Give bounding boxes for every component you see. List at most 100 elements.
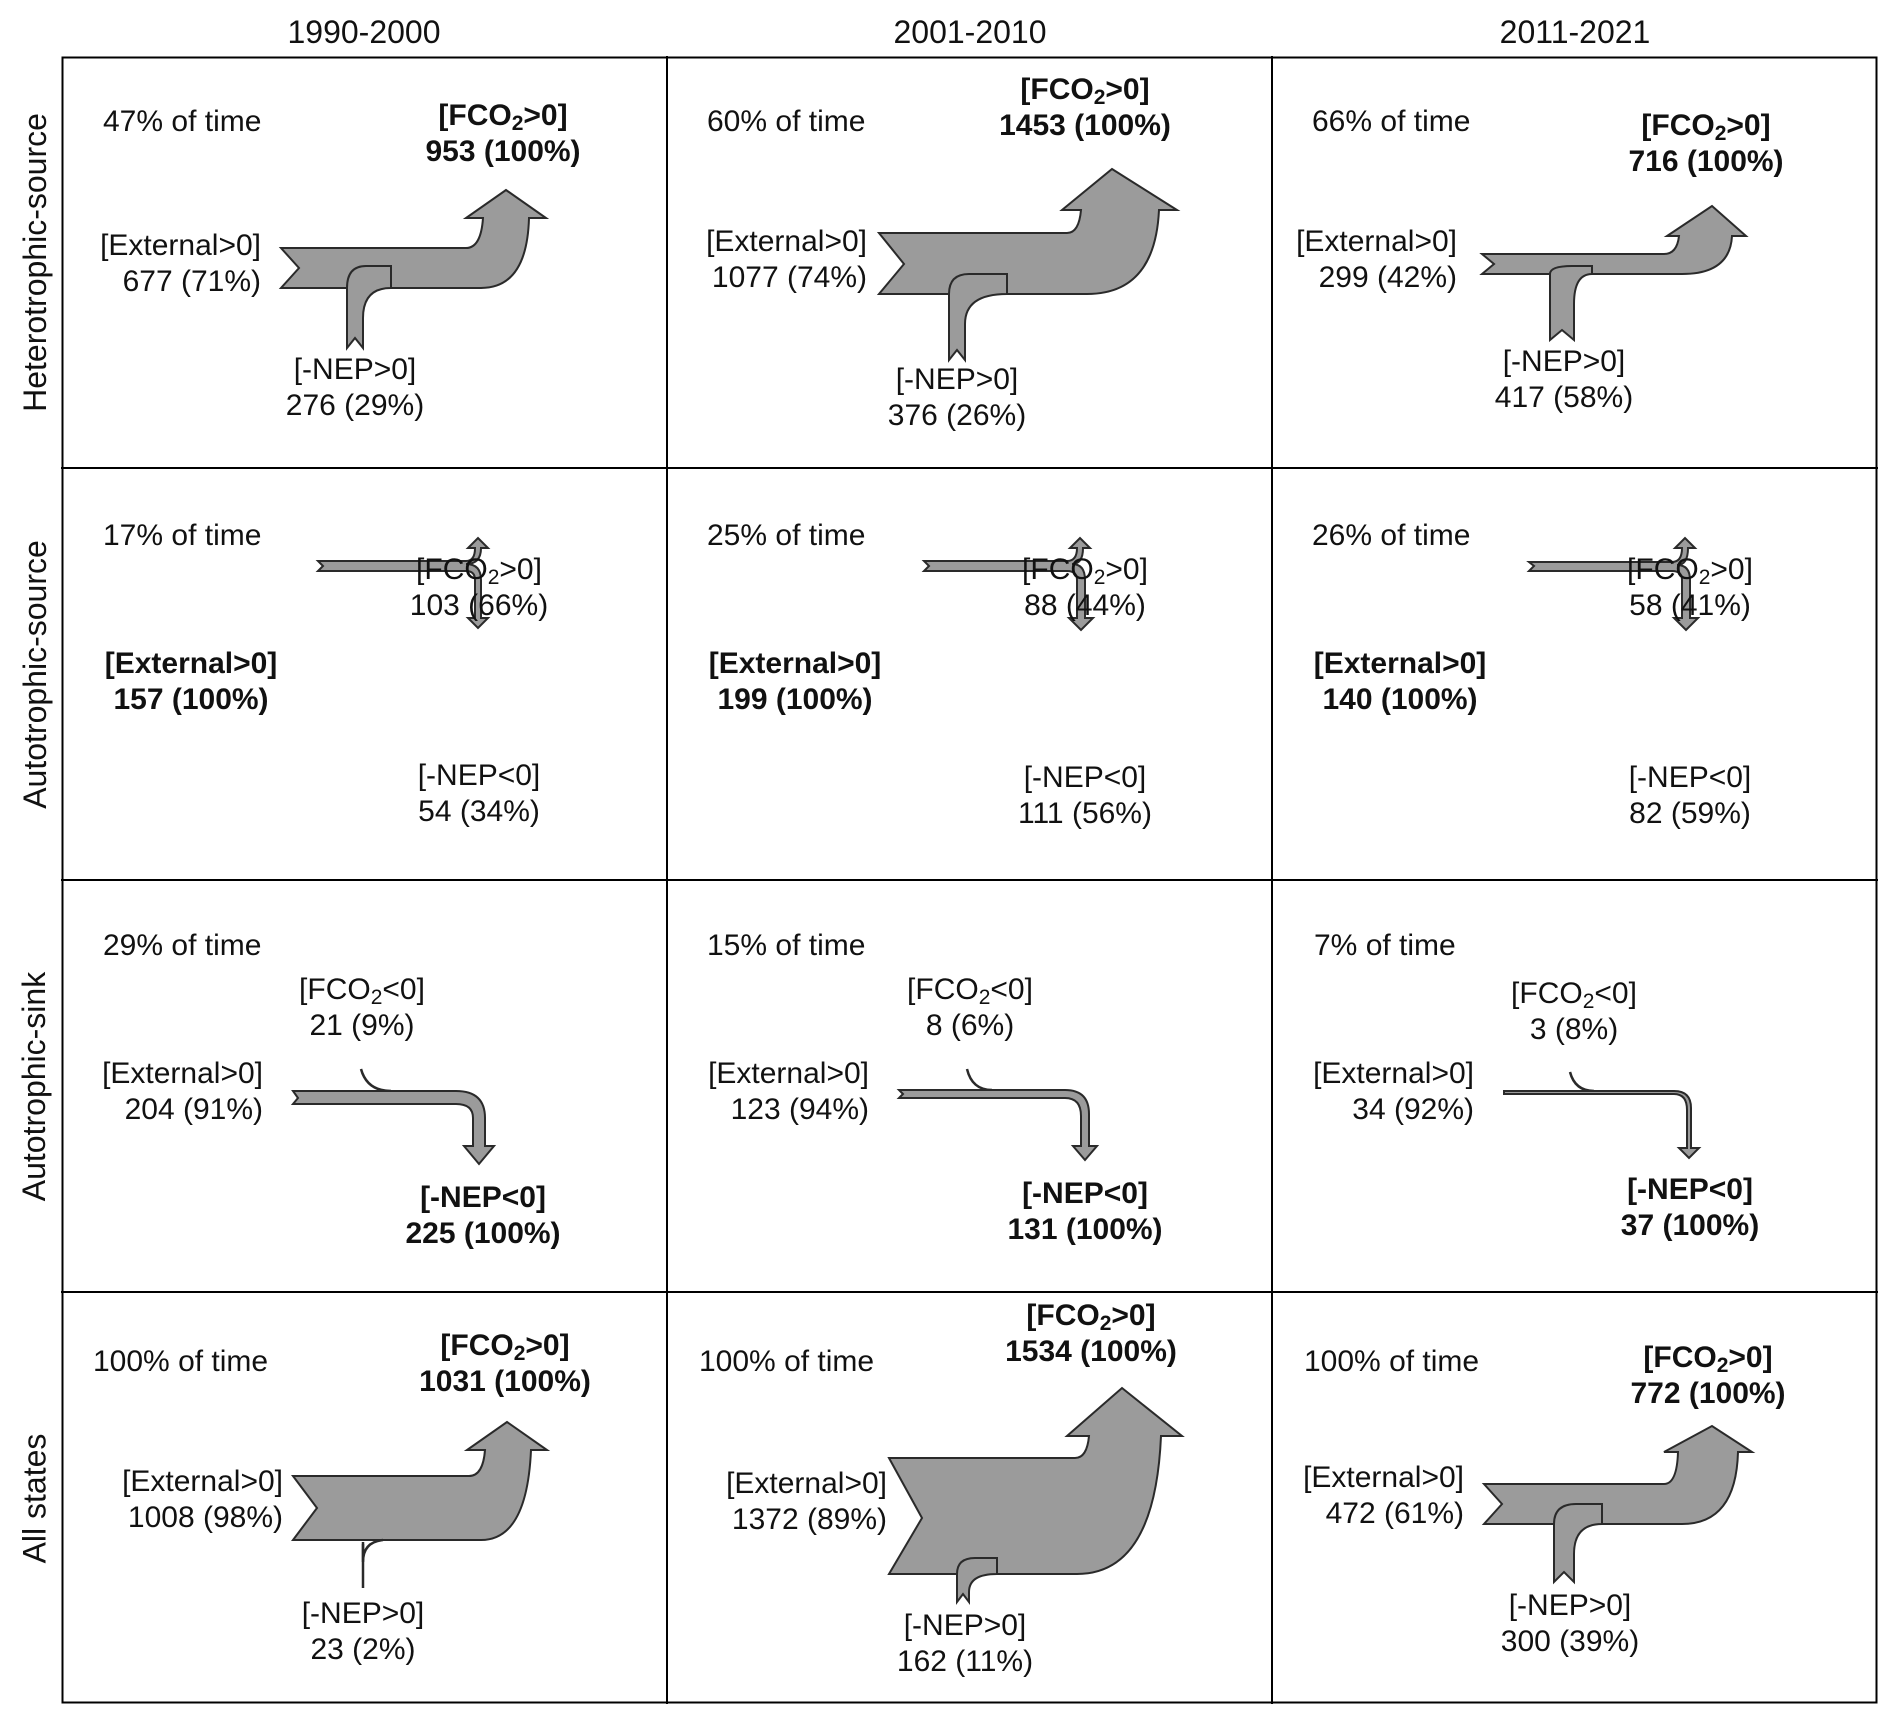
fco2-label: [FCO2<0] bbox=[299, 973, 425, 1009]
fco2-value: 1031 (100%) bbox=[419, 1365, 591, 1398]
nep-label: [-NEP>0] bbox=[301, 1597, 425, 1630]
nep-label: [-NEP>0] bbox=[903, 1609, 1027, 1642]
nep-label: [-NEP<0] bbox=[1628, 761, 1752, 794]
external-value: 1372 (89%) bbox=[731, 1503, 887, 1536]
fco2-label: [FCO2>0] bbox=[1020, 73, 1150, 109]
nep-label: [-NEP>0] bbox=[1502, 345, 1626, 378]
time-fraction: 100% of time bbox=[93, 1345, 269, 1378]
flow-arrow bbox=[921, 536, 1096, 632]
row-label-all-states: All states bbox=[16, 1433, 53, 1563]
nep-label: [-NEP<0] bbox=[420, 1181, 546, 1214]
nep-label: [-NEP>0] bbox=[895, 363, 1019, 396]
external-value: 677 (71%) bbox=[122, 265, 261, 298]
cell-heterotrophic-source-1990-2000: 47% of time [FCO2>0] 953 (100%) [Externa… bbox=[61, 56, 667, 468]
fco2-label: [FCO2>0] bbox=[416, 553, 542, 589]
flow-arrow bbox=[315, 536, 491, 630]
nep-value: 225 (100%) bbox=[405, 1217, 561, 1250]
fco2-label: [FCO2>0] bbox=[1643, 1341, 1773, 1377]
column-header-1990-2000: 1990-2000 bbox=[287, 14, 441, 50]
time-fraction: 100% of time bbox=[699, 1345, 875, 1378]
fco2-value: 1534 (100%) bbox=[1005, 1335, 1177, 1368]
flow-arrow bbox=[1481, 1424, 1756, 1585]
external-label: [External>0] bbox=[102, 1057, 263, 1090]
fco2-value: 88 (44%) bbox=[1024, 589, 1146, 622]
cell-all-states-2001-2010: 100% of time [FCO2>0] 1534 (100%) [Exter… bbox=[667, 1292, 1273, 1704]
cell-heterotrophic-source-2011-2021: 66% of time [FCO2>0] 716 (100%) [Externa… bbox=[1272, 56, 1878, 468]
external-label: [External>0] bbox=[100, 229, 261, 262]
nep-label: [-NEP>0] bbox=[293, 353, 417, 386]
flow-arrow bbox=[290, 1068, 497, 1166]
row-label-autotrophic-sink: Autotrophic-sink bbox=[16, 971, 53, 1201]
nep-value: 54 (34%) bbox=[418, 795, 540, 828]
column-header-2001-2010: 2001-2010 bbox=[893, 14, 1047, 50]
fco2-value: 1453 (100%) bbox=[999, 109, 1171, 142]
external-value: 204 (91%) bbox=[124, 1093, 263, 1126]
flow-arrow bbox=[896, 1068, 1100, 1162]
cell-autotrophic-source-2001-2010: 25% of time [FCO2>0] 88 (44%) [External>… bbox=[667, 468, 1273, 880]
nep-value: 23 (2%) bbox=[310, 1633, 416, 1666]
time-fraction: 15% of time bbox=[707, 929, 866, 962]
flow-arrow bbox=[1503, 1071, 1702, 1160]
external-value: 123 (94%) bbox=[730, 1093, 869, 1126]
time-fraction: 25% of time bbox=[707, 519, 866, 552]
nep-value: 131 (100%) bbox=[1007, 1213, 1163, 1246]
nep-label: [-NEP<0] bbox=[1022, 1177, 1148, 1210]
nep-value: 111 (56%) bbox=[1018, 797, 1152, 830]
flow-arrow bbox=[1479, 204, 1749, 343]
nep-value: 82 (59%) bbox=[1629, 797, 1751, 830]
cell-autotrophic-sink-2011-2021: 7% of time [FCO2<0] 3 (8%) [External>0] … bbox=[1272, 880, 1878, 1292]
time-fraction: 47% of time bbox=[103, 105, 262, 138]
fco2-label: [FCO2>0] bbox=[1627, 553, 1753, 589]
nep-value: 376 (26%) bbox=[887, 399, 1027, 432]
fco2-label: [FCO2>0] bbox=[438, 99, 568, 135]
cell-all-states-1990-2000: 100% of time [FCO2>0] 1031 (100%) [Exter… bbox=[61, 1292, 667, 1704]
external-label: [External>0] bbox=[122, 1465, 283, 1498]
row-label-heterotrophic-source: Heterotrophic-source bbox=[16, 112, 53, 412]
external-label: [External>0] bbox=[708, 647, 882, 680]
diagram-grid bbox=[61, 56, 1878, 1704]
flow-arrow bbox=[887, 1386, 1185, 1605]
fco2-value: 8 (6%) bbox=[925, 1009, 1015, 1042]
nep-value: 417 (58%) bbox=[1494, 381, 1634, 414]
fco2-label: [FCO2<0] bbox=[1511, 977, 1637, 1013]
external-value: 299 (42%) bbox=[1318, 261, 1457, 294]
cell-autotrophic-sink-2001-2010: 15% of time [FCO2<0] 8 (6%) [External>0]… bbox=[667, 880, 1273, 1292]
external-label: [External>0] bbox=[708, 1057, 869, 1090]
time-fraction: 60% of time bbox=[707, 105, 866, 138]
nep-label: [-NEP<0] bbox=[1627, 1173, 1753, 1206]
fco2-value: 103 (66%) bbox=[409, 589, 549, 622]
external-value: 140 (100%) bbox=[1322, 683, 1478, 716]
fco2-value: 21 (9%) bbox=[309, 1009, 415, 1042]
time-fraction: 66% of time bbox=[1312, 105, 1471, 138]
fco2-value: 772 (100%) bbox=[1630, 1377, 1786, 1410]
flow-arrow bbox=[1526, 536, 1701, 632]
flow-arrow bbox=[291, 1420, 551, 1588]
fco2-value: 3 (8%) bbox=[1529, 1013, 1619, 1046]
external-label: [External>0] bbox=[726, 1467, 887, 1500]
nep-value: 37 (100%) bbox=[1620, 1209, 1760, 1242]
external-label: [External>0] bbox=[1303, 1461, 1464, 1494]
time-fraction: 100% of time bbox=[1304, 1345, 1480, 1378]
row-label-autotrophic-source: Autotrophic-source bbox=[16, 539, 53, 809]
external-value: 472 (61%) bbox=[1325, 1497, 1464, 1530]
nep-value: 162 (11%) bbox=[896, 1645, 1034, 1678]
external-label: [External>0] bbox=[1296, 225, 1457, 258]
nep-label: [-NEP>0] bbox=[1508, 1589, 1632, 1622]
column-header-2011-2021: 2011-2021 bbox=[1499, 14, 1651, 50]
fco2-value: 953 (100%) bbox=[425, 135, 581, 168]
cell-all-states-2011-2021: 100% of time [FCO2>0] 772 (100%) [Extern… bbox=[1272, 1292, 1878, 1704]
fco2-label: [FCO2<0] bbox=[907, 973, 1033, 1009]
fco2-value: 58 (41%) bbox=[1629, 589, 1751, 622]
time-fraction: 7% of time bbox=[1314, 929, 1456, 962]
flow-arrow bbox=[278, 188, 550, 351]
fco2-label: [FCO2>0] bbox=[1022, 553, 1148, 589]
nep-value: 300 (39%) bbox=[1500, 1625, 1640, 1658]
cell-autotrophic-source-2011-2021: 26% of time [FCO2>0] 58 (41%) [External>… bbox=[1272, 468, 1878, 880]
external-value: 1008 (98%) bbox=[127, 1501, 283, 1534]
external-label: [External>0] bbox=[706, 225, 867, 258]
external-label: [External>0] bbox=[1313, 1057, 1474, 1090]
cell-autotrophic-source-1990-2000: 17% of time [FCO2>0] 103 (66%) [External… bbox=[61, 468, 667, 880]
cell-heterotrophic-source-2001-2010: 60% of time [FCO2>0] 1453 (100%) [Extern… bbox=[667, 56, 1273, 468]
nep-label: [-NEP<0] bbox=[417, 759, 541, 792]
nep-label: [-NEP<0] bbox=[1023, 761, 1147, 794]
